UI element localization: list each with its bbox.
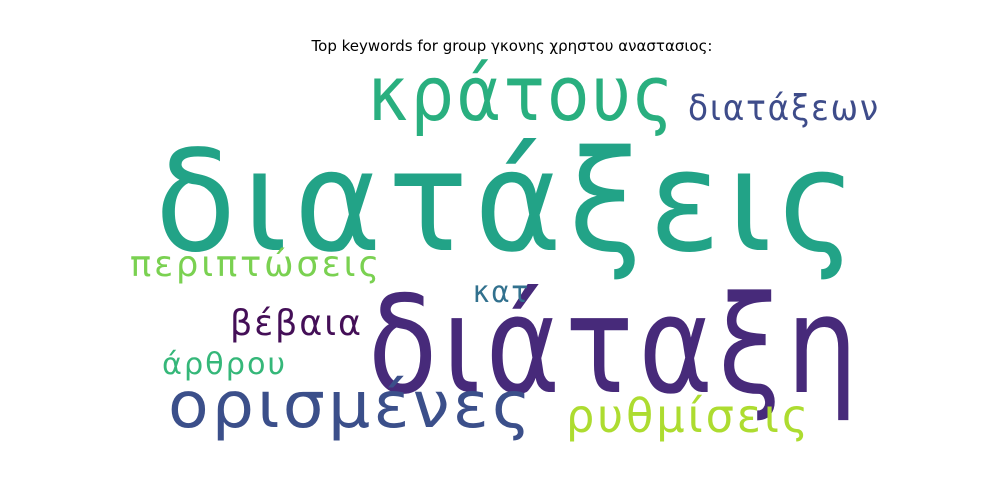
word-orismenes: ορισμένες [168, 369, 534, 443]
word-diataxeis: διατάξεις [155, 121, 863, 284]
word-kat: κατ [473, 275, 530, 310]
word-kratous: κράτους [368, 49, 676, 138]
page-title: Top keywords for group γκονης χρηστου αν… [311, 37, 713, 55]
word-arthrou: άρθρου [162, 347, 287, 382]
word-vevaia: βέβαια [230, 303, 363, 344]
word-rythmiseis: ρυθμίσεις [566, 389, 811, 443]
word-diataxi: διάταξη [368, 267, 863, 424]
word-periptoseis: περιπτώσεις [130, 244, 382, 285]
word-diataxeon: διατάξεων [688, 88, 880, 129]
